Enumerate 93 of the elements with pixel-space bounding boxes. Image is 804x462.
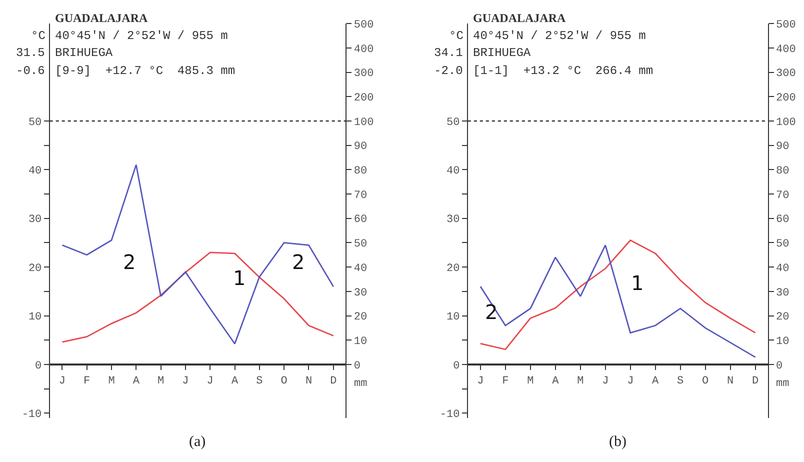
y-tick-label: 30 (28, 214, 42, 226)
text: 31.5 (16, 46, 45, 60)
y-tick-label: 40 (446, 166, 460, 178)
x-tick-label: D (330, 375, 338, 388)
annotation: [9-9] +12.7 °C 485.3 mm (55, 64, 236, 78)
y-tick-label: 10 (446, 312, 460, 324)
y3-tick-label: 200 (776, 92, 796, 104)
x-tick-label: F (84, 375, 90, 388)
y2-tick-label: 20 (354, 312, 368, 324)
text: mm (776, 378, 790, 390)
y3-tick-label: 400 (354, 44, 374, 56)
y3-tick-label: 400 (776, 44, 796, 56)
y2-tick-label: 30 (354, 287, 368, 300)
x-tick-label: O (280, 375, 288, 388)
x-tick-label: J (477, 375, 484, 388)
x-tick-label: A (132, 375, 140, 388)
y-tick-label: -10 (22, 409, 42, 422)
y-tick-label: 50 (446, 116, 460, 129)
y-tick-label: 40 (28, 166, 42, 178)
y2-tick-label: 40 (354, 262, 368, 275)
annotation: 1 (233, 266, 246, 290)
y2-tick-label: 50 (354, 238, 368, 251)
y2-tick-label: 10 (354, 336, 368, 348)
y2-tick-label: 70 (354, 190, 368, 202)
y2-tick-label: 50 (776, 238, 790, 251)
annotation: GUADALAJARA (55, 11, 148, 25)
x-tick-label: J (602, 375, 609, 388)
y-tick-label: 0 (453, 360, 460, 372)
y2-tick-label: 70 (776, 190, 790, 202)
y-tick-label: 0 (35, 360, 42, 372)
y3-tick-label: 300 (776, 68, 796, 80)
y2-tick-label: 90 (776, 141, 790, 154)
y2-tick-label: 60 (354, 214, 368, 226)
y2-tick-label: 80 (354, 166, 368, 178)
y3-tick-label: 200 (354, 92, 374, 104)
y2-tick-label: 20 (776, 312, 790, 324)
x-tick-label: F (502, 375, 509, 388)
y3-tick-label: 500 (776, 19, 796, 32)
text: °C (449, 29, 464, 43)
x-tick-label: J (627, 375, 634, 388)
y2-tick-label: 80 (776, 166, 790, 178)
text: (b) (609, 434, 626, 450)
text: -2.0 (434, 64, 463, 78)
x-tick-label: A (652, 375, 660, 388)
x-tick-label: S (256, 375, 264, 388)
y2-tick-label: 100 (354, 116, 374, 129)
text: mm (354, 378, 368, 390)
y2-tick-label: 100 (776, 116, 796, 129)
annotation: 40°45'N / 2°52'W / 955 m (55, 29, 228, 43)
x-tick-label: J (58, 375, 66, 388)
text: °C (31, 29, 46, 43)
y2-tick-label: 10 (776, 336, 790, 348)
annotation: BRIHUEGA (55, 46, 114, 60)
x-tick-label: M (108, 375, 115, 388)
annotation: BRIHUEGA (473, 46, 532, 60)
annotation: 2 (485, 300, 498, 324)
x-tick-label: M (157, 375, 164, 388)
y2-tick-label: 0 (776, 360, 783, 372)
line-series (61, 164, 334, 344)
y3-tick-label: 500 (354, 19, 374, 32)
y-tick-label: 50 (28, 116, 42, 129)
x-tick-label: N (305, 375, 312, 388)
annotation: 2 (292, 250, 305, 274)
x-tick-label: J (182, 375, 189, 388)
annotation: 1 (631, 271, 644, 295)
x-tick-label: O (702, 375, 710, 388)
x-tick-label: N (727, 375, 734, 388)
y-tick-label: 20 (446, 262, 460, 275)
x-tick-label: J (206, 375, 214, 388)
y-tick-label: -10 (440, 409, 460, 422)
x-tick-label: A (552, 375, 560, 388)
x-tick-label: M (527, 375, 534, 388)
x-tick-label: S (677, 375, 684, 388)
annotation: GUADALAJARA (473, 11, 566, 25)
y-tick-label: 20 (28, 262, 42, 275)
annotation: 2 (123, 250, 136, 274)
y2-tick-label: 30 (776, 287, 790, 300)
y2-tick-label: 60 (776, 214, 790, 226)
x-tick-label: A (231, 375, 238, 388)
y-tick-label: 30 (446, 214, 460, 226)
annotation: 40°45'N / 2°52'W / 955 m (473, 29, 646, 43)
annotation: [1-1] +13.2 °C 266.4 mm (473, 64, 654, 78)
x-tick-label: M (577, 375, 584, 388)
y2-tick-label: 0 (354, 360, 361, 372)
text: -0.6 (16, 64, 45, 78)
text: (a) (189, 434, 206, 450)
text: 34.1 (434, 46, 463, 60)
y2-tick-label: 90 (354, 141, 368, 154)
y3-tick-label: 300 (354, 68, 374, 80)
y-tick-label: 10 (28, 312, 42, 324)
line-series (61, 252, 334, 343)
y2-tick-label: 40 (776, 262, 790, 275)
x-tick-label: D (752, 375, 760, 388)
